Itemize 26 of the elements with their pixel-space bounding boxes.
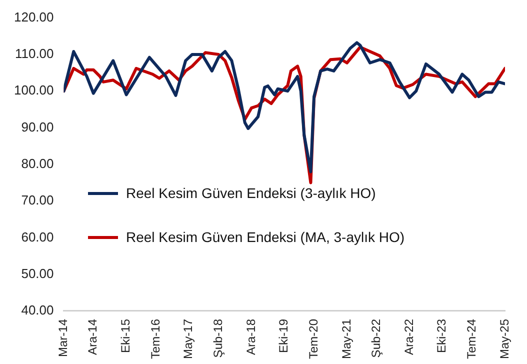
- x-tick-label: Ara-18: [244, 318, 258, 356]
- x-tick-label: Mar-14: [56, 318, 70, 357]
- y-tick-label: 70.00: [21, 192, 54, 208]
- x-tick-label: Ara-14: [86, 318, 100, 356]
- y-tick-label: 100.00: [14, 82, 54, 98]
- x-tick-label: Eki-19: [276, 318, 291, 353]
- y-tick-label: 110.00: [14, 46, 54, 62]
- x-tick-label: Ara-22: [402, 318, 416, 356]
- y-tick-label: 40.00: [21, 302, 54, 318]
- legend-label: Reel Kesim Güven Endeksi (MA, 3-aylık HO): [126, 229, 405, 245]
- y-tick-label: 90.00: [21, 119, 54, 134]
- y-tick-label: 60.00: [21, 229, 54, 244]
- y-tick-label: 80.00: [21, 156, 54, 171]
- y-tick-label: 50.00: [21, 266, 54, 281]
- x-tick-label: May-21: [339, 318, 354, 359]
- y-tick-label: 120.00: [14, 9, 54, 24]
- x-tick-label: May-25: [497, 318, 512, 359]
- x-tick-label: Şub-18: [210, 318, 225, 358]
- x-tick-label: Tem-16: [148, 318, 162, 359]
- x-tick-label: Eki-15: [118, 318, 133, 353]
- legend-label: Reel Kesim Güven Endeksi (3-aylık HO): [126, 185, 376, 201]
- x-tick-label: Eki-23: [434, 318, 449, 353]
- x-tick-label: Şub-22: [368, 318, 383, 358]
- x-tick-label: Tem-20: [306, 318, 320, 359]
- x-tick-label: May-17: [181, 318, 196, 359]
- x-tick-label: Tem-24: [464, 318, 478, 359]
